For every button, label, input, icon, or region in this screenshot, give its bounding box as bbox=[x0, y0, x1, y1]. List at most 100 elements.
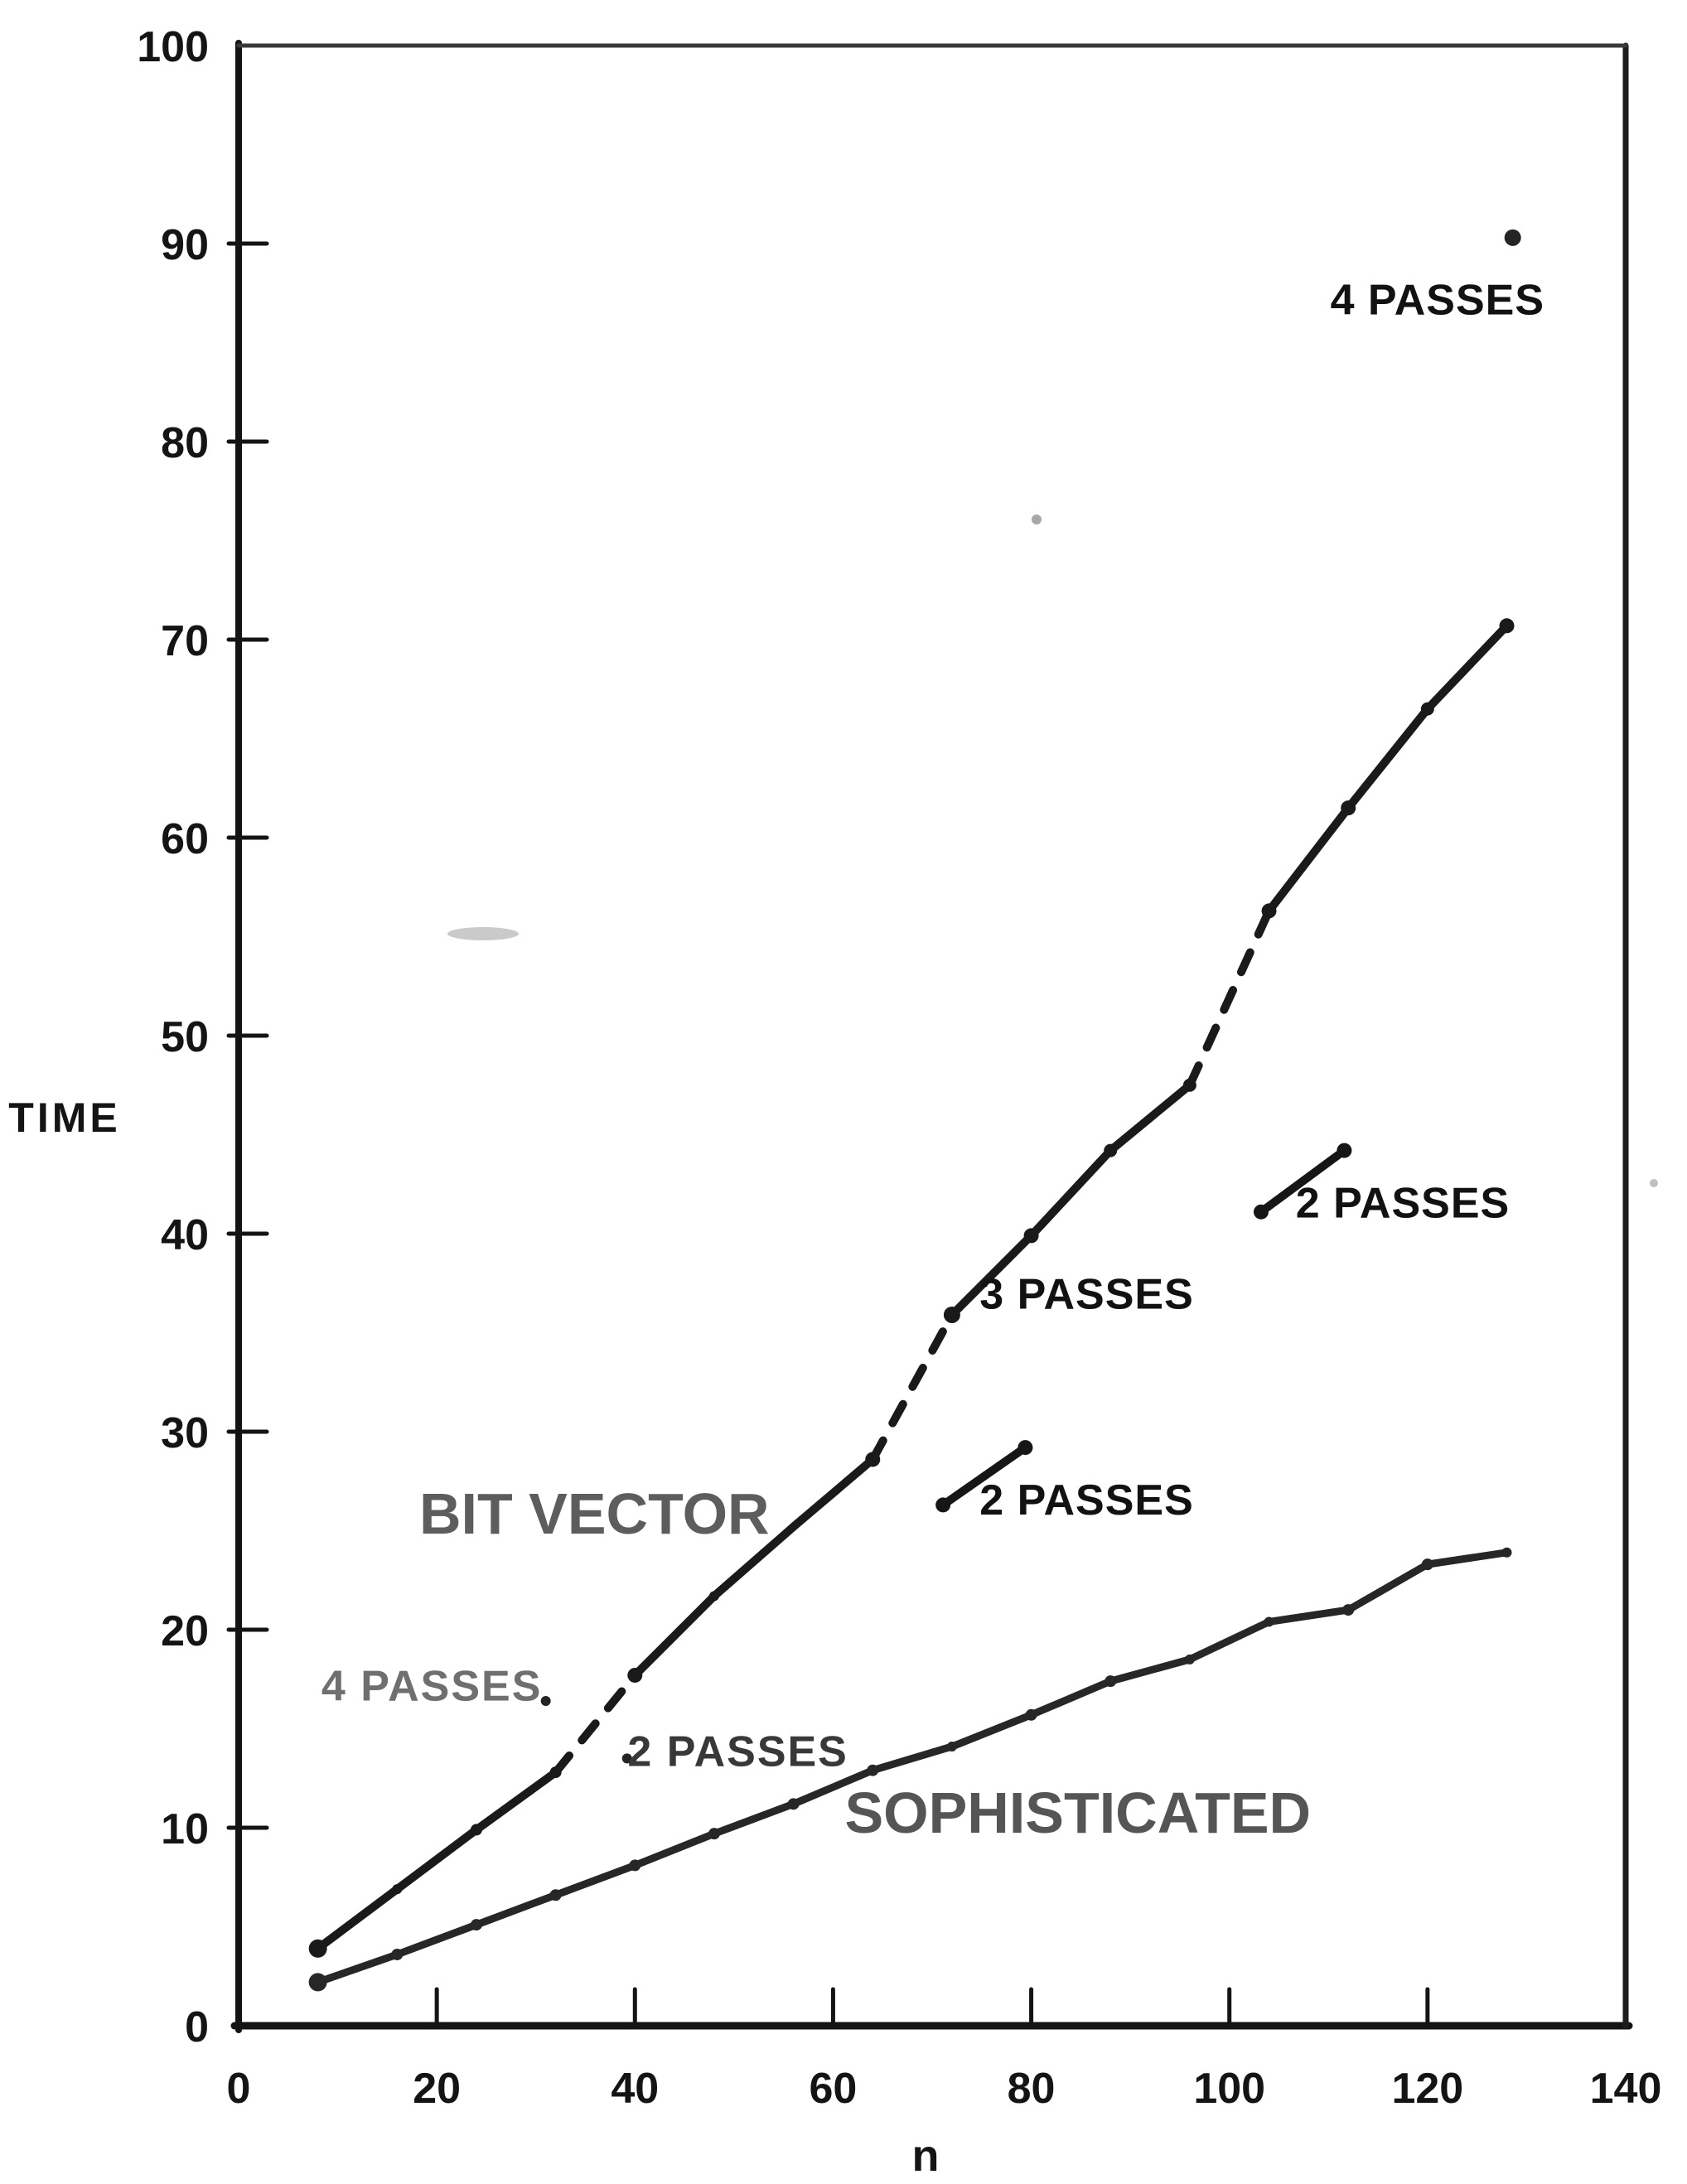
leader-end-dot bbox=[1337, 1143, 1352, 1158]
passes-leader-line bbox=[939, 1443, 1030, 1510]
sophisticated-data-point bbox=[629, 1859, 641, 1872]
leader-end-dot bbox=[1018, 1440, 1033, 1456]
sophisticated-data-point bbox=[1421, 1558, 1433, 1571]
sophisticated-curve-segment bbox=[472, 1891, 560, 1929]
bit-vector-curve-segment bbox=[947, 1231, 1036, 1319]
passes-annotation-label: 2 PASSES bbox=[979, 1476, 1193, 1524]
scan-speck bbox=[1650, 1179, 1658, 1187]
sophisticated-curve-segment bbox=[1106, 1655, 1194, 1685]
sophisticated-data-point bbox=[1025, 1708, 1037, 1721]
sophisticated-curve-segment bbox=[393, 1921, 481, 1959]
scan-speck bbox=[447, 927, 519, 940]
x-tick-label: 40 bbox=[611, 2065, 659, 2113]
bit-vector-data-point bbox=[708, 1591, 719, 1602]
bit-vector-data-point bbox=[943, 1306, 960, 1323]
bit-vector-data-point bbox=[1104, 1143, 1118, 1157]
bit-vector-data-point bbox=[1341, 800, 1356, 816]
y-tick-label: 70 bbox=[161, 617, 209, 665]
x-tick-label: 0 bbox=[227, 2065, 251, 2113]
sophisticated-data-point bbox=[391, 1948, 404, 1960]
sophisticated-data-point bbox=[1264, 1616, 1274, 1627]
bit-vector-data-point bbox=[392, 1884, 403, 1895]
bit-vector-curve-segment bbox=[313, 1885, 402, 1953]
bit-vector-data-point bbox=[789, 1522, 798, 1531]
sophisticated-data-point bbox=[470, 1919, 482, 1931]
x-tick-label: 120 bbox=[1391, 2065, 1463, 2113]
leader-end-dot bbox=[935, 1497, 951, 1513]
bit-vector-data-point bbox=[549, 1766, 562, 1779]
sophisticated-curve-segment bbox=[1027, 1677, 1114, 1719]
bit-vector-curve-segment bbox=[1344, 704, 1432, 813]
y-tick-label: 10 bbox=[161, 1805, 209, 1853]
bit-vector-data-point bbox=[308, 1939, 327, 1958]
bit-vector-data-point bbox=[865, 1452, 881, 1467]
sophisticated-data-point bbox=[867, 1764, 879, 1776]
stray-dot bbox=[1504, 229, 1521, 246]
bit-vector-curve-segment bbox=[1185, 906, 1274, 1090]
passes-annotation-label: 3 PASSES bbox=[979, 1270, 1193, 1318]
x-axis-title: n bbox=[912, 2131, 940, 2181]
sophisticated-curve-segment bbox=[1424, 1549, 1511, 1568]
sophisticated-curve-segment bbox=[314, 1950, 401, 1986]
x-tick-label: 20 bbox=[413, 2065, 461, 2113]
series-label: SOPHISTICATED bbox=[844, 1781, 1311, 1845]
y-tick-label: 100 bbox=[137, 23, 209, 71]
bit-vector-data-point bbox=[1023, 1228, 1039, 1244]
bit-vector-curve-segment bbox=[709, 1522, 798, 1601]
bit-vector-data-point bbox=[627, 1667, 643, 1683]
bit-vector-curve-segment bbox=[631, 1592, 718, 1679]
sophisticated-data-point bbox=[1501, 1547, 1512, 1558]
sophisticated-curve-segment bbox=[790, 1766, 877, 1808]
stray-dot bbox=[540, 1696, 551, 1707]
sophisticated-data-point bbox=[946, 1742, 957, 1752]
scan-speck bbox=[1032, 515, 1042, 524]
sophisticated-data-point bbox=[787, 1798, 800, 1810]
bit-vector-data-point bbox=[1182, 1078, 1196, 1092]
bit-vector-curve-segment bbox=[1027, 1146, 1115, 1240]
sophisticated-curve-segment bbox=[552, 1861, 639, 1899]
sophisticated-data-point bbox=[1342, 1604, 1355, 1616]
bit-vector-curve-segment bbox=[789, 1455, 877, 1531]
passes-leader-line bbox=[1256, 1146, 1349, 1216]
sophisticated-curve-segment bbox=[868, 1742, 956, 1775]
y-tick-label: 80 bbox=[161, 419, 209, 467]
bit-vector-curve-segment bbox=[471, 1768, 560, 1834]
sophisticated-data-point bbox=[549, 1889, 562, 1901]
bit-vector-data-point bbox=[1420, 702, 1434, 716]
bit-vector-curve-segment bbox=[1106, 1080, 1194, 1155]
sophisticated-curve-segment bbox=[631, 1829, 718, 1869]
sophisticated-curve-segment bbox=[1265, 1606, 1352, 1626]
sophisticated-curve-segment bbox=[710, 1800, 798, 1838]
bit-vector-curve-segment bbox=[868, 1310, 956, 1464]
y-tick-label: 0 bbox=[185, 2003, 209, 2051]
y-tick-label: 50 bbox=[161, 1013, 209, 1061]
x-tick-label: 100 bbox=[1193, 2065, 1265, 2113]
sophisticated-data-point bbox=[708, 1828, 720, 1840]
bit-vector-curve-segment bbox=[1423, 621, 1511, 713]
y-tick-label: 20 bbox=[161, 1607, 209, 1655]
x-tick-label: 140 bbox=[1590, 2065, 1662, 2113]
series-label: BIT VECTOR bbox=[419, 1481, 770, 1546]
y-axis-title: TIME bbox=[8, 1094, 120, 1141]
y-tick-label: 90 bbox=[161, 221, 209, 269]
sophisticated-data-point bbox=[1184, 1654, 1195, 1665]
bit-vector-data-point bbox=[1499, 618, 1515, 634]
bit-vector-curve-segment bbox=[1264, 804, 1353, 916]
bit-vector-data-point bbox=[470, 1824, 482, 1836]
bit-vector-data-point bbox=[1261, 903, 1277, 919]
sophisticated-curve-segment bbox=[948, 1711, 1036, 1751]
sophisticated-curve-segment bbox=[1344, 1560, 1432, 1614]
passes-annotation-label: 4 PASSES bbox=[1331, 277, 1544, 325]
x-tick-label: 60 bbox=[810, 2065, 858, 2113]
passes-annotation-label: 4 PASSES bbox=[321, 1663, 542, 1711]
x-tick-label: 80 bbox=[1008, 2065, 1056, 2113]
passes-annotation-label: 2 PASSES bbox=[627, 1728, 848, 1776]
sophisticated-curve-segment bbox=[1186, 1617, 1274, 1664]
bit-vector-curve-segment bbox=[551, 1670, 640, 1777]
stray-dot bbox=[621, 1753, 632, 1764]
y-tick-label: 60 bbox=[161, 815, 209, 863]
y-tick-label: 40 bbox=[161, 1211, 209, 1259]
bit-vector-curve-segment bbox=[393, 1825, 481, 1894]
